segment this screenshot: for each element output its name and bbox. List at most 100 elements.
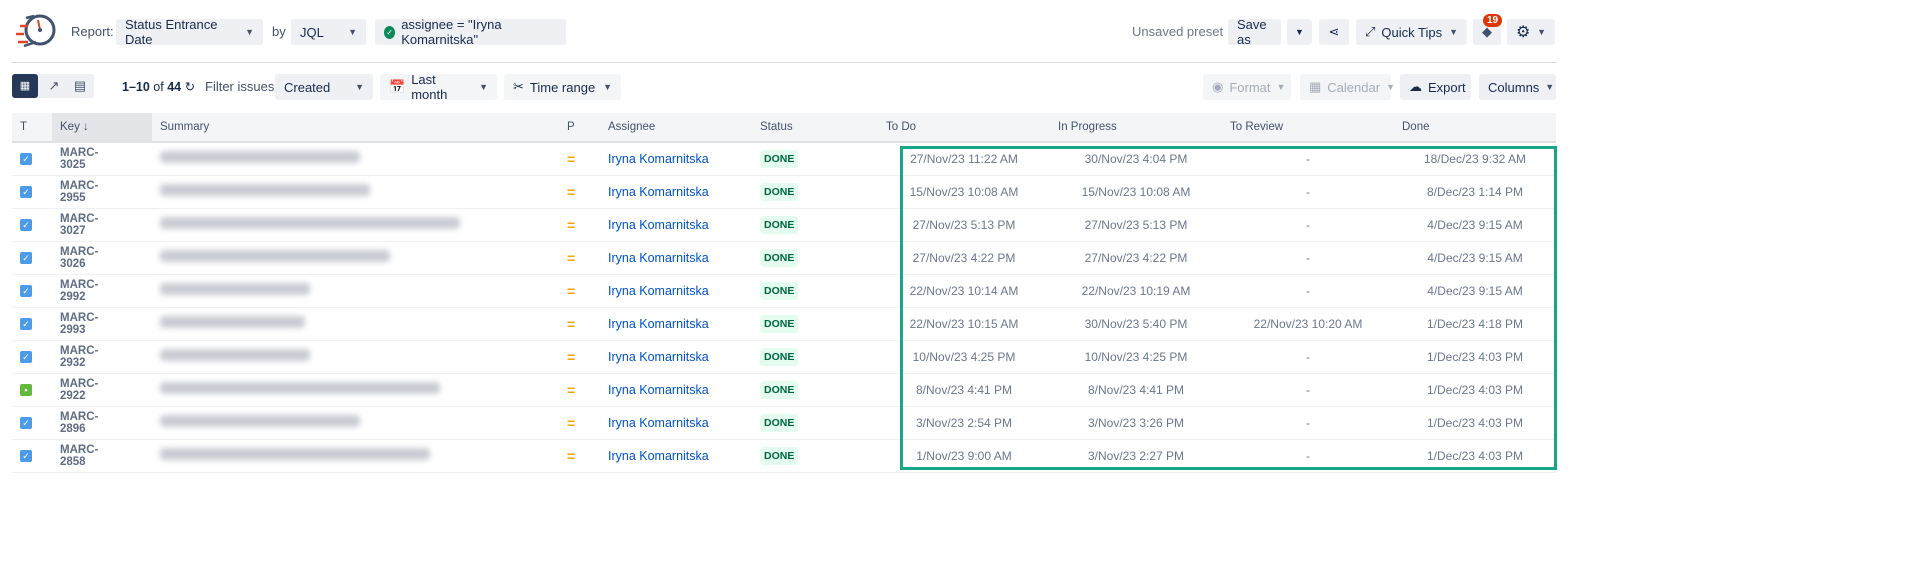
table-row[interactable]: ✓ MARC-3025 = Iryna Komarnitska DONE 27/Nov/2… [12, 142, 1556, 176]
save-options-button[interactable]: ▼ [1287, 19, 1312, 45]
blurred-summary [160, 250, 390, 262]
assignee-link[interactable]: Iryna Komarnitska [608, 217, 709, 232]
column-header-done[interactable]: Done [1394, 113, 1556, 143]
summary-cell[interactable] [152, 241, 559, 275]
status-cell: DONE [752, 439, 878, 473]
table-row[interactable]: ▪ MARC-2922 = Iryna Komarnitska DONE 8/Nov/23… [12, 373, 1556, 407]
column-header-todo[interactable]: To Do [878, 113, 1050, 143]
status-badge: DONE [760, 413, 799, 432]
issue-key[interactable]: MARC-2922 [22, 373, 122, 407]
assignee-link[interactable]: Iryna Komarnitska [608, 316, 709, 331]
columns-button[interactable]: Columns ▼ [1479, 74, 1556, 100]
export-button[interactable]: ☁ Export [1400, 74, 1471, 100]
issue-key[interactable]: MARC-3026 [22, 241, 122, 275]
column-header-key[interactable]: Key ↓ [52, 113, 152, 143]
table-row[interactable]: ✓ MARC-3027 = Iryna Komarnitska DONE 27/Nov/2… [12, 208, 1556, 242]
issue-key[interactable]: MARC-3025 [22, 142, 122, 176]
summary-cell[interactable] [152, 439, 559, 473]
column-header-assignee[interactable]: Assignee [600, 113, 752, 143]
source-select[interactable]: JQL ▼ [291, 19, 366, 45]
issue-key[interactable]: MARC-2932 [22, 340, 122, 374]
summary-cell[interactable] [152, 274, 559, 308]
column-header-in-progress[interactable]: In Progress [1050, 113, 1222, 143]
priority-medium-icon: = [567, 183, 576, 200]
time-range-select[interactable]: ✂ Time range ▼ [504, 74, 621, 100]
quick-tips-button[interactable]: ⤢ Quick Tips ▼ [1356, 19, 1467, 45]
sort-down-icon: ↓ [83, 121, 89, 133]
todo-date: 10/Nov/23 4:25 PM [878, 340, 1050, 374]
table-row[interactable]: ✓ MARC-2993 = Iryna Komarnitska DONE 22/Nov/2… [12, 307, 1556, 341]
jql-query-field[interactable]: ✓ assignee = "Iryna Komarnitska" [375, 17, 566, 47]
column-header-to-review[interactable]: To Review [1222, 113, 1394, 143]
assignee-cell: Iryna Komarnitska [600, 241, 752, 275]
summary-cell[interactable] [152, 406, 559, 440]
calendar-button[interactable]: ▦ Calendar ▼ [1300, 74, 1395, 100]
table-row[interactable]: ✓ MARC-3026 = Iryna Komarnitska DONE 27/Nov/2… [12, 241, 1556, 275]
issue-key[interactable]: MARC-2955 [22, 175, 122, 209]
report-type-select[interactable]: Status Entrance Date ▼ [116, 17, 263, 47]
in-progress-date: 3/Nov/23 3:26 PM [1050, 406, 1222, 440]
assignee-link[interactable]: Iryna Komarnitska [608, 349, 709, 364]
assignee-link[interactable]: Iryna Komarnitska [608, 283, 709, 298]
issue-key[interactable]: MARC-3027 [22, 208, 122, 242]
done-date: 1/Dec/23 4:03 PM [1394, 373, 1556, 407]
column-header-status[interactable]: Status [752, 113, 878, 143]
assignee-link[interactable]: Iryna Komarnitska [608, 448, 709, 463]
todo-date: 15/Nov/23 10:08 AM [878, 175, 1050, 209]
columns-label: Columns [1488, 79, 1540, 95]
summary-cell[interactable] [152, 208, 559, 242]
report-type-value: Status Entrance Date [125, 17, 218, 47]
save-as-button[interactable]: Save as [1228, 17, 1281, 47]
summary-cell[interactable] [152, 142, 559, 176]
priority-cell: = [559, 307, 600, 341]
column-header-priority[interactable]: P [559, 113, 600, 143]
status-badge: DONE [760, 347, 799, 366]
to-review-date: 22/Nov/23 10:20 AM [1222, 307, 1394, 341]
settings-button[interactable]: ⚙ ▼ [1507, 19, 1555, 45]
todo-date: 22/Nov/23 10:15 AM [878, 307, 1050, 341]
priority-cell: = [559, 439, 600, 473]
status-cell: DONE [752, 307, 878, 341]
column-header-summary[interactable]: Summary [152, 113, 559, 143]
assignee-link[interactable]: Iryna Komarnitska [608, 250, 709, 265]
grid-view-icon[interactable]: ▦ [12, 74, 38, 98]
gear-icon: ⚙ [1516, 24, 1531, 41]
summary-cell[interactable] [152, 175, 559, 209]
column-header-type[interactable]: T [12, 113, 52, 143]
priority-medium-icon: = [567, 150, 576, 167]
issue-key[interactable]: MARC-2992 [22, 274, 122, 308]
chart-view-icon[interactable]: ↗ [48, 78, 60, 93]
assignee-link[interactable]: Iryna Komarnitska [608, 151, 709, 166]
assignee-link[interactable]: Iryna Komarnitska [608, 184, 709, 199]
time-range-label: Time range [529, 79, 596, 95]
done-date: 1/Dec/23 4:03 PM [1394, 340, 1556, 374]
format-button[interactable]: ◉ Format ▼ [1203, 74, 1291, 100]
assignee-link[interactable]: Iryna Komarnitska [608, 415, 709, 430]
table-row[interactable]: ✓ MARC-2992 = Iryna Komarnitska DONE 22/Nov/2… [12, 274, 1556, 308]
issue-key[interactable]: MARC-2993 [22, 307, 122, 341]
todo-date: 1/Nov/23 9:00 AM [878, 439, 1050, 473]
layout-view-icon[interactable]: ▤ [73, 78, 87, 93]
issue-key[interactable]: MARC-2858 [22, 439, 122, 473]
chevron-down-icon: ▼ [1545, 82, 1555, 92]
done-date: 4/Dec/23 9:15 AM [1394, 208, 1556, 242]
check-circle-icon: ✓ [384, 25, 396, 39]
in-progress-date: 10/Nov/23 4:25 PM [1050, 340, 1222, 374]
source-value: JQL [300, 24, 324, 40]
summary-cell[interactable] [152, 307, 559, 341]
table-row[interactable]: ✓ MARC-2932 = Iryna Komarnitska DONE 10/Nov/2… [12, 340, 1556, 374]
priority-cell: = [559, 208, 600, 242]
summary-cell[interactable] [152, 340, 559, 374]
assignee-link[interactable]: Iryna Komarnitska [608, 382, 709, 397]
table-row[interactable]: ✓ MARC-2896 = Iryna Komarnitska DONE 3/Nov/23… [12, 406, 1556, 440]
table-row[interactable]: ✓ MARC-2955 = Iryna Komarnitska DONE 15/Nov/2… [12, 175, 1556, 209]
share-button[interactable]: ⋖ [1319, 19, 1349, 45]
table-row[interactable]: ✓ MARC-2858 = Iryna Komarnitska DONE 1/Nov/23… [12, 439, 1556, 473]
refresh-icon[interactable]: ↻ [184, 80, 196, 94]
issue-key[interactable]: MARC-2896 [22, 406, 122, 440]
todo-date: 22/Nov/23 10:14 AM [878, 274, 1050, 308]
done-date: 8/Dec/23 1:14 PM [1394, 175, 1556, 209]
period-select[interactable]: 📅 Last month ▼ [380, 72, 497, 102]
summary-cell[interactable] [152, 373, 559, 407]
filter-field-select[interactable]: Created ▼ [275, 74, 373, 100]
